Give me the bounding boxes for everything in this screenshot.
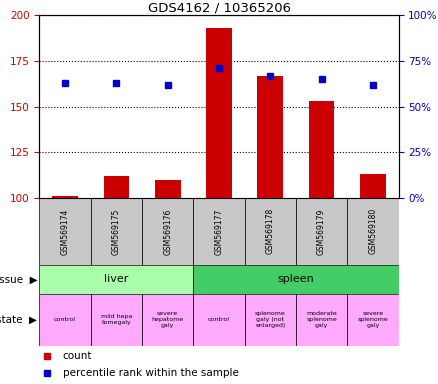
Text: mild hepa
tomegaly: mild hepa tomegaly: [101, 314, 132, 325]
Bar: [245, 198, 296, 265]
Bar: [142, 294, 193, 346]
Text: splenome
galy (not
enlarged): splenome galy (not enlarged): [255, 311, 286, 328]
Bar: [39, 265, 193, 294]
Bar: [258, 76, 283, 380]
Bar: [39, 294, 91, 346]
Bar: [296, 198, 347, 265]
Bar: [91, 294, 142, 346]
Text: tissue  ▶: tissue ▶: [0, 274, 37, 285]
Text: GSM569175: GSM569175: [112, 208, 121, 255]
Text: GSM569179: GSM569179: [317, 208, 326, 255]
Text: percentile rank within the sample: percentile rank within the sample: [63, 368, 239, 378]
Bar: [193, 265, 399, 294]
Bar: [296, 294, 347, 346]
Bar: [91, 198, 142, 265]
Text: count: count: [63, 351, 92, 361]
Text: disease state  ▶: disease state ▶: [0, 314, 37, 325]
Bar: [347, 294, 399, 346]
Bar: [193, 294, 245, 346]
Bar: [103, 176, 129, 380]
Text: control: control: [54, 317, 76, 322]
Text: GSM569178: GSM569178: [266, 208, 275, 255]
Bar: [206, 28, 232, 380]
Bar: [142, 198, 193, 265]
Text: moderate
splenome
galy: moderate splenome galy: [306, 311, 337, 328]
Text: severe
hepatome
galy: severe hepatome galy: [152, 311, 184, 328]
Text: severe
splenome
galy: severe splenome galy: [357, 311, 389, 328]
Text: spleen: spleen: [278, 274, 314, 285]
Bar: [193, 198, 245, 265]
Text: control: control: [208, 317, 230, 322]
Text: liver: liver: [104, 274, 129, 285]
Title: GDS4162 / 10365206: GDS4162 / 10365206: [148, 1, 290, 14]
Text: GSM569174: GSM569174: [60, 208, 70, 255]
Bar: [245, 294, 296, 346]
Text: GSM569176: GSM569176: [163, 208, 172, 255]
Bar: [155, 180, 180, 380]
Text: GSM569177: GSM569177: [215, 208, 223, 255]
Bar: [347, 198, 399, 265]
Bar: [360, 174, 386, 380]
Bar: [39, 198, 91, 265]
Text: GSM569180: GSM569180: [368, 208, 378, 255]
Bar: [52, 196, 78, 380]
Bar: [309, 101, 335, 380]
